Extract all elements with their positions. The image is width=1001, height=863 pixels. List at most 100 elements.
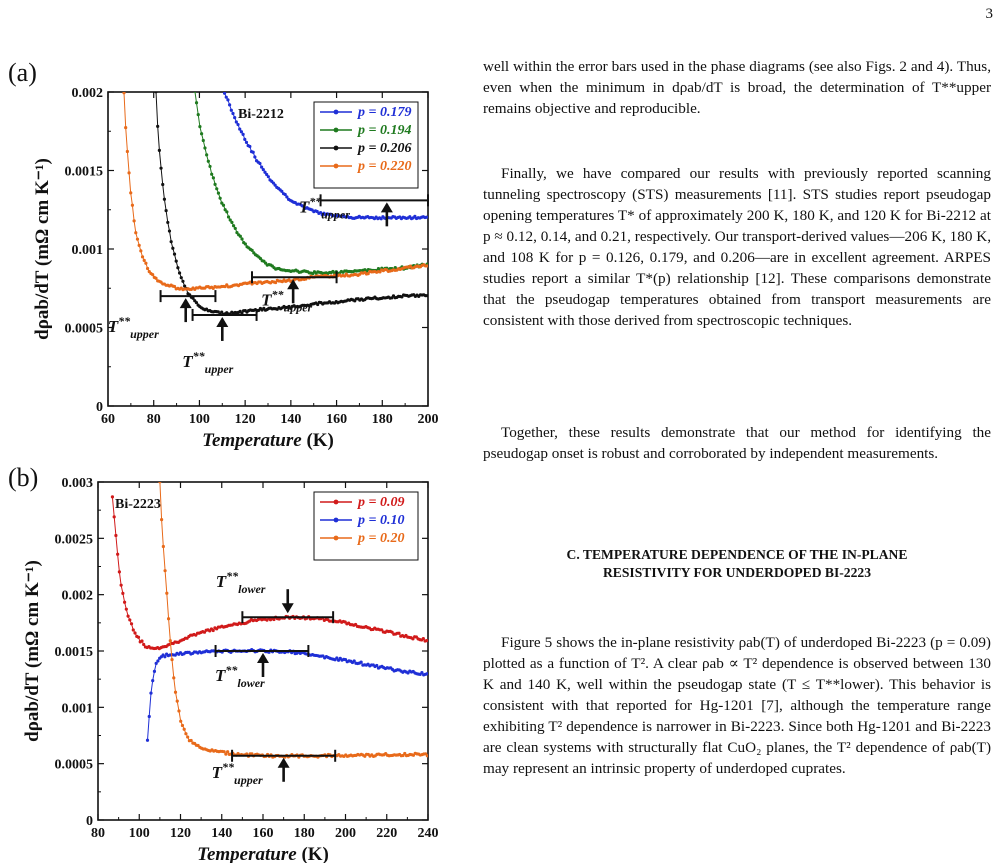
y-tick-label: 0.0005: [65, 322, 104, 337]
sample-label: Bi-2223: [115, 497, 161, 512]
x-tick-label: 240: [418, 826, 439, 841]
data-point: [128, 618, 132, 622]
data-point: [124, 126, 128, 130]
data-point: [177, 271, 182, 275]
x-tick-label: 120: [170, 826, 191, 841]
data-point: [272, 617, 276, 622]
annotation-arrow-head: [281, 603, 294, 614]
x-tick-label: 200: [418, 412, 439, 427]
data-point: [112, 515, 116, 519]
data-point: [177, 709, 181, 713]
annotation-label: T**upper: [108, 314, 159, 341]
data-point: [140, 639, 144, 643]
data-point: [222, 750, 226, 754]
data-point: [244, 140, 249, 144]
page-number: 3: [985, 6, 994, 22]
data-point: [229, 108, 233, 112]
data-point: [194, 300, 199, 305]
y-axis-title: dρab/dT (mΩ cm K⁻¹): [32, 158, 53, 340]
paragraph-3: Together, these results demonstrate that…: [483, 424, 991, 462]
section-heading-line-2: RESISTIVITY FOR UNDERDOPED BI-2223: [602, 565, 871, 580]
data-point: [172, 252, 177, 256]
data-point: [199, 132, 204, 136]
x-tick-label: 160: [253, 826, 274, 841]
y-tick-label: 0.002: [62, 589, 94, 604]
data-point: [174, 259, 178, 263]
data-point: [139, 249, 143, 253]
data-point: [179, 719, 183, 723]
data-point: [251, 150, 255, 154]
data-point: [184, 732, 188, 736]
legend-swatch-dot: [333, 109, 339, 115]
data-point: [231, 111, 235, 116]
x-tick-label: 200: [335, 826, 356, 841]
data-point: [258, 161, 262, 166]
data-point: [186, 735, 190, 739]
data-point: [211, 628, 215, 633]
data-point: [283, 192, 287, 197]
data-point: [161, 544, 165, 549]
data-point: [130, 203, 135, 207]
data-point: [238, 127, 242, 131]
data-point: [285, 195, 289, 199]
data-point: [265, 172, 269, 177]
data-point: [425, 264, 428, 268]
legend-swatch-dot: [333, 499, 339, 505]
data-point: [316, 302, 320, 307]
data-point: [226, 215, 231, 219]
data-point: [154, 92, 158, 94]
data-point: [224, 95, 228, 99]
data-point: [191, 296, 195, 300]
x-tick-label: 140: [211, 826, 232, 841]
data-point: [205, 153, 209, 157]
data-point: [126, 614, 130, 618]
data-point: [220, 310, 224, 314]
x-tick-label: 80: [147, 412, 161, 427]
data-point: [203, 146, 207, 150]
legend-entry: p = 0.206: [357, 141, 411, 156]
data-point: [230, 220, 234, 224]
data-point: [233, 116, 237, 120]
data-point: [169, 240, 173, 244]
data-point: [162, 197, 167, 201]
data-point: [137, 243, 141, 247]
data-point: [224, 752, 228, 756]
data-point: [280, 189, 284, 193]
data-point: [225, 210, 229, 214]
data-point: [163, 569, 167, 573]
y-tick-label: 0: [86, 814, 93, 829]
data-point: [140, 255, 145, 259]
data-point: [151, 678, 155, 683]
annotation-arrow-head: [277, 757, 290, 768]
data-point: [216, 310, 220, 314]
data-point: [221, 203, 226, 207]
data-point: [218, 196, 222, 200]
data-point: [335, 656, 339, 660]
chart-b-svg: 80 100 120 140 160 180 200 220 240 0 0.0005 0.001 0.…: [22, 476, 439, 863]
annotation-label: T**upper: [261, 287, 312, 314]
data-point: [127, 171, 131, 175]
panel-b-label: (b): [8, 463, 39, 492]
data-point: [211, 176, 215, 180]
data-point: [125, 149, 129, 154]
data-point: [215, 187, 219, 191]
data-point: [193, 92, 197, 93]
legend-box: [313, 101, 419, 189]
data-point: [156, 659, 160, 663]
y-tick-label: 0.001: [62, 701, 94, 716]
data-point: [253, 155, 257, 159]
legend-swatch-dot: [333, 127, 339, 133]
data-point: [175, 699, 179, 703]
data-series-group: [122, 92, 428, 316]
data-point: [172, 284, 177, 289]
data-point: [176, 266, 180, 270]
data-point: [164, 208, 168, 213]
data-point: [425, 672, 428, 676]
legend-entry: p = 0.220: [357, 159, 411, 174]
y-tick-label: 0.002: [72, 86, 104, 101]
data-point: [181, 279, 185, 283]
data-point: [167, 229, 172, 233]
data-point: [210, 172, 214, 176]
data-point: [149, 691, 153, 695]
legend-swatch-dot: [333, 535, 339, 541]
